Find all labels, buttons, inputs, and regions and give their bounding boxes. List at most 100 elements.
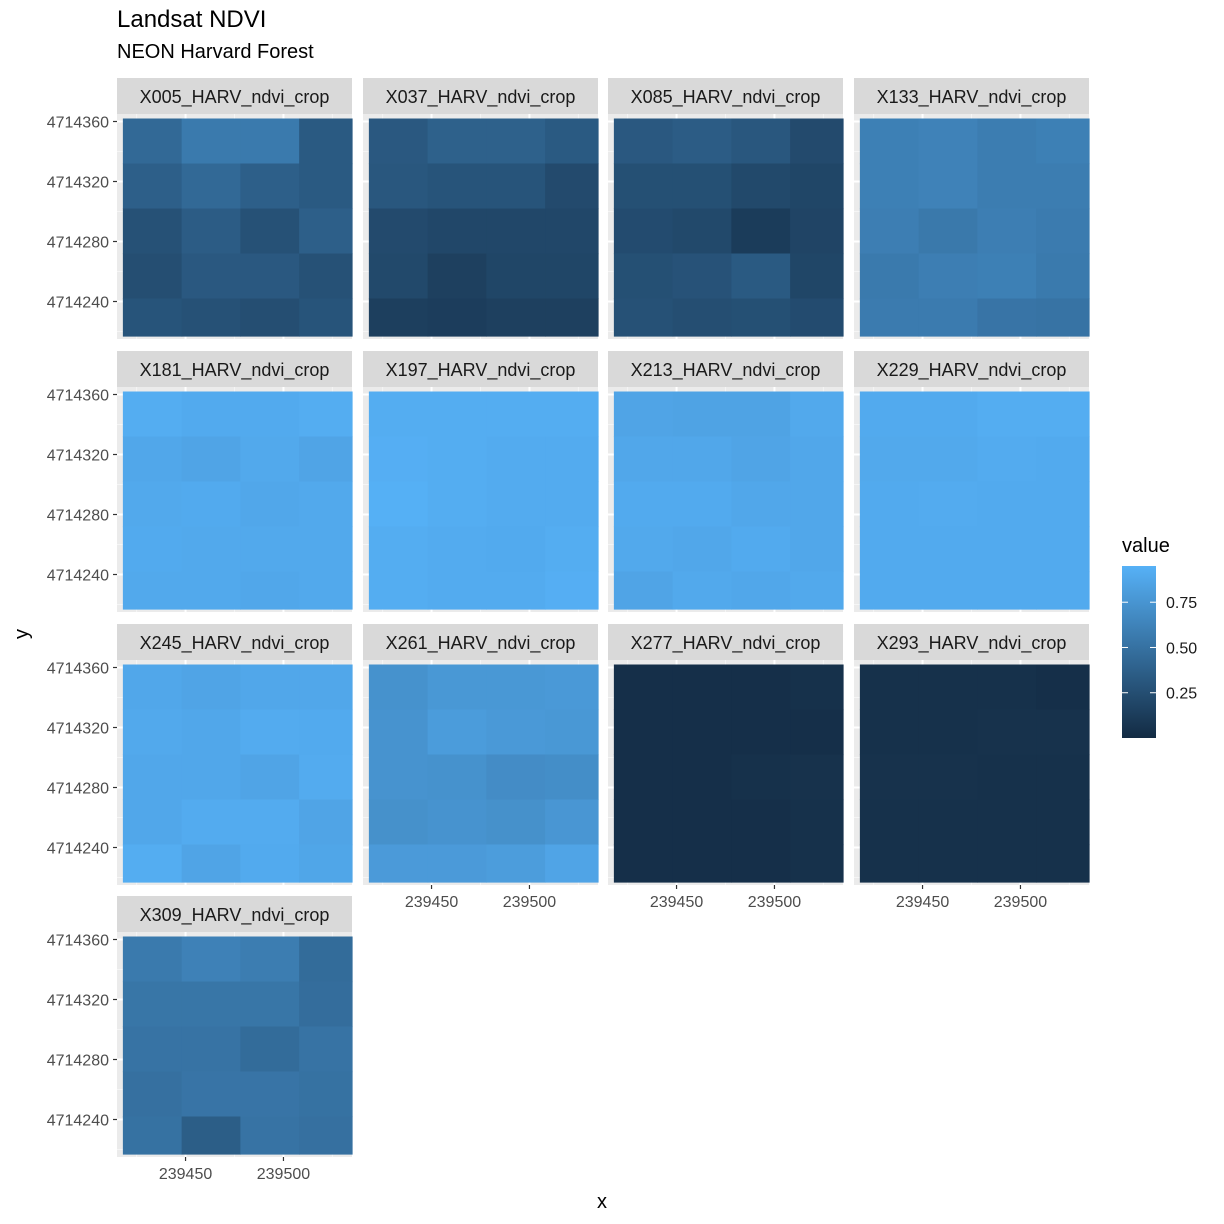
raster-cell [613, 118, 674, 165]
raster-cell [299, 571, 353, 610]
raster-cell [1036, 253, 1090, 300]
raster-cell [299, 1026, 353, 1073]
raster-cell [122, 1071, 183, 1118]
legend-label: 0.75 [1166, 595, 1197, 612]
y-axis-title: y [11, 629, 33, 639]
raster-cell [613, 709, 674, 756]
raster-cell [731, 208, 791, 255]
raster-cell [731, 118, 791, 165]
raster-cell [240, 526, 300, 573]
raster-cell [977, 844, 1037, 883]
raster-cell [613, 436, 674, 483]
raster-cell [240, 436, 300, 483]
y-tick-label: 4714280 [47, 508, 109, 525]
raster-cell [731, 754, 791, 801]
raster-cell [613, 571, 674, 610]
raster-cell [181, 664, 241, 711]
raster-cell [1036, 844, 1090, 883]
raster-cell [427, 664, 487, 711]
x-tick-label: 239450 [650, 894, 703, 911]
raster-cell [672, 571, 732, 610]
raster-cell [1036, 391, 1090, 438]
raster-cell [368, 571, 429, 610]
facet-strip [117, 896, 352, 932]
raster-cell [368, 664, 429, 711]
raster-cell [181, 754, 241, 801]
y-tick-label: 4714360 [47, 661, 109, 678]
raster-cell [427, 163, 487, 210]
facet-label: X245_HARV_ndvi_crop [140, 633, 330, 654]
raster-cell [790, 436, 844, 483]
raster-cell [240, 253, 300, 300]
raster-cell [181, 163, 241, 210]
raster-cell [368, 844, 429, 883]
raster-cell [977, 481, 1037, 528]
raster-cell [790, 298, 844, 337]
raster-cell [1036, 754, 1090, 801]
raster-cell [427, 481, 487, 528]
raster-cell [672, 844, 732, 883]
raster-cell [613, 391, 674, 438]
raster-cell [545, 436, 599, 483]
raster-cell [240, 1026, 300, 1073]
y-tick-label: 4714320 [47, 175, 109, 192]
y-tick-label: 4714360 [47, 933, 109, 950]
raster-cell [486, 844, 546, 883]
raster-cell [427, 844, 487, 883]
raster-cell [790, 799, 844, 846]
raster-cell [672, 664, 732, 711]
raster-cell [918, 253, 978, 300]
raster-cell [859, 163, 920, 210]
raster-cell [859, 391, 920, 438]
raster-cell [977, 571, 1037, 610]
raster-cell [1036, 208, 1090, 255]
raster-cell [859, 526, 920, 573]
x-tick-label: 239500 [503, 894, 556, 911]
raster-cell [731, 799, 791, 846]
raster-cell [1036, 298, 1090, 337]
raster-cell [299, 981, 353, 1028]
raster-cell [368, 391, 429, 438]
raster-cell [368, 709, 429, 756]
raster-cell [368, 436, 429, 483]
raster-cell [731, 709, 791, 756]
raster-cell [486, 664, 546, 711]
raster-cell [486, 436, 546, 483]
raster-cell [368, 481, 429, 528]
raster-cell [427, 709, 487, 756]
raster-cell [299, 1071, 353, 1118]
raster-cell [122, 844, 183, 883]
raster-cell [918, 391, 978, 438]
raster-cell [122, 253, 183, 300]
y-tick-label: 4714320 [47, 448, 109, 465]
raster-cell [240, 391, 300, 438]
raster-cell [977, 208, 1037, 255]
facet-strip [363, 624, 598, 660]
raster-cell [181, 253, 241, 300]
raster-cell [181, 981, 241, 1028]
raster-cell [299, 163, 353, 210]
raster-cell [240, 844, 300, 883]
raster-cell [181, 799, 241, 846]
y-tick-label: 4714320 [47, 993, 109, 1010]
raster-cell [240, 1116, 300, 1155]
raster-cell [977, 253, 1037, 300]
raster-cell [918, 481, 978, 528]
raster-cell [545, 709, 599, 756]
raster-cell [977, 709, 1037, 756]
raster-cell [859, 253, 920, 300]
raster-cell [427, 253, 487, 300]
raster-cell [486, 163, 546, 210]
raster-cell [672, 253, 732, 300]
raster-cell [240, 981, 300, 1028]
raster-cell [427, 754, 487, 801]
raster-cell [486, 208, 546, 255]
raster-cell [672, 481, 732, 528]
raster-cell [790, 481, 844, 528]
raster-cell [299, 208, 353, 255]
raster-cell [859, 844, 920, 883]
raster-cell [122, 571, 183, 610]
raster-cell [122, 754, 183, 801]
facet-strip [117, 78, 352, 114]
raster-cell [122, 118, 183, 165]
